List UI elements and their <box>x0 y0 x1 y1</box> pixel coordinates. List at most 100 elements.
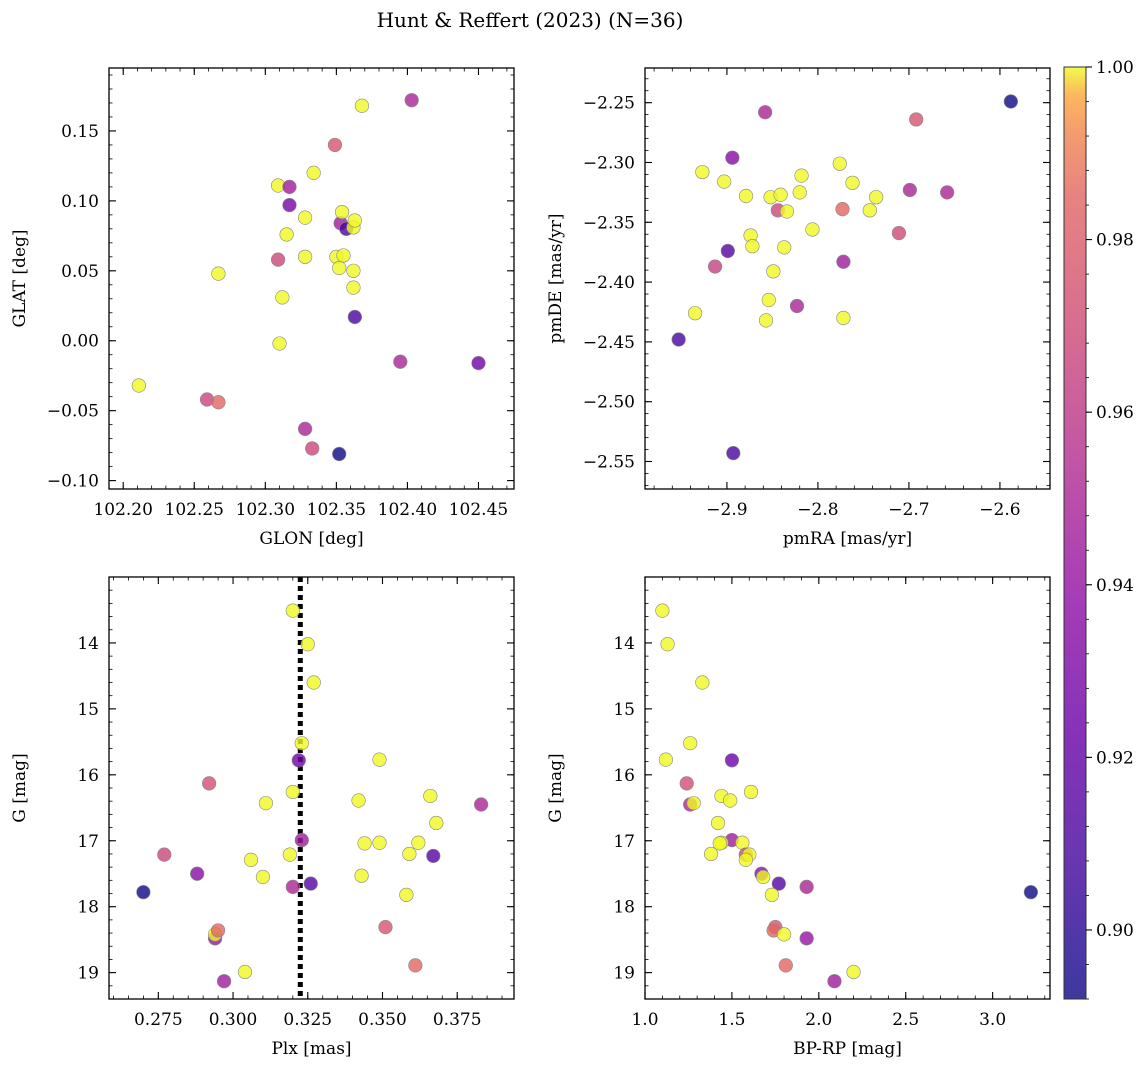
y-tick-label: 14 <box>613 634 635 654</box>
x-tick-label: 3.0 <box>979 1010 1006 1030</box>
data-point <box>891 225 907 241</box>
data-point <box>766 264 781 279</box>
data-point <box>279 227 294 242</box>
data-point <box>347 213 362 228</box>
data-point <box>805 222 820 237</box>
data-point <box>327 137 343 153</box>
colorbar-gradient <box>1063 66 1087 1000</box>
data-point <box>743 784 759 800</box>
data-point <box>275 290 290 305</box>
data-point <box>778 958 793 973</box>
data-point <box>426 848 441 864</box>
data-point <box>372 752 387 767</box>
data-point <box>695 675 710 690</box>
data-point <box>707 259 723 274</box>
data-point <box>761 292 776 308</box>
data-point <box>404 93 419 108</box>
data-point <box>357 836 372 851</box>
data-point <box>799 931 814 946</box>
y-tick-label: 15 <box>77 700 99 720</box>
data-point <box>832 156 847 171</box>
data-point <box>909 112 924 127</box>
y-axis-label: G [mag] <box>10 753 30 822</box>
data-point <box>726 446 741 461</box>
data-point <box>835 202 850 217</box>
data-point <box>354 98 370 113</box>
y-tick-label: −2.45 <box>583 333 635 353</box>
y-tick-label: 18 <box>77 898 99 918</box>
data-point <box>285 603 300 618</box>
data-point <box>332 260 347 276</box>
x-tick-label: 0.350 <box>358 1010 407 1030</box>
data-point <box>136 885 151 900</box>
y-tick-label: 0.15 <box>61 122 99 142</box>
x-tick-label: −2.8 <box>797 500 838 520</box>
y-tick-label: −0.10 <box>47 472 99 492</box>
x-tick-label: 1.0 <box>631 1010 658 1030</box>
data-point <box>298 249 313 264</box>
data-point <box>211 266 226 281</box>
data-point <box>758 105 773 120</box>
data-point <box>272 336 287 351</box>
y-tick-label: 17 <box>77 832 99 852</box>
data-point <box>202 776 217 791</box>
x-tick-label: 102.30 <box>236 500 295 520</box>
x-tick-label: 0.375 <box>433 1010 482 1030</box>
data-point <box>792 185 807 200</box>
y-tick-label: −2.30 <box>583 153 635 173</box>
y-tick-label: 19 <box>613 964 635 984</box>
data-point <box>474 797 489 812</box>
data-point <box>306 165 321 181</box>
data-point <box>306 675 321 690</box>
data-point <box>243 852 259 867</box>
data-point <box>423 788 438 804</box>
y-tick-label: 16 <box>613 766 635 786</box>
data-point <box>658 752 673 767</box>
y-tick-label: −2.55 <box>583 452 635 472</box>
y-tick-label: 14 <box>77 634 99 654</box>
data-point <box>346 263 361 278</box>
data-point <box>771 876 786 891</box>
data-point <box>190 866 205 881</box>
x-axis-label: BP-RP [mag] <box>793 1039 902 1059</box>
data-point <box>282 179 297 194</box>
points <box>131 93 486 462</box>
data-point <box>846 964 861 980</box>
data-point <box>298 421 313 436</box>
data-point <box>720 243 735 259</box>
colorbar-tick-label: 0.98 <box>1096 231 1134 251</box>
data-point <box>703 846 719 862</box>
data-point <box>378 920 393 935</box>
axes-frame <box>644 576 1051 1000</box>
data-point <box>300 637 315 652</box>
data-point <box>827 974 842 989</box>
x-tick-label: −2.9 <box>706 500 747 520</box>
data-point <box>794 168 809 183</box>
data-point <box>738 852 753 867</box>
x-tick-label: 102.40 <box>378 500 437 520</box>
data-point <box>211 395 226 410</box>
points <box>671 94 1018 461</box>
data-point <box>862 203 877 218</box>
data-point <box>285 879 300 895</box>
data-point <box>789 298 805 314</box>
colorbar-tick-label: 0.94 <box>1096 576 1134 596</box>
x-tick-label: 102.20 <box>93 500 152 520</box>
y-tick-label: 17 <box>613 832 635 852</box>
data-point <box>471 356 486 371</box>
scatter-panels: 102.20 102.25 102.30 102.35 102.40 102.45 −0.1… <box>10 67 1051 1059</box>
y-tick-label: 0.10 <box>61 192 99 212</box>
y-tick-label: 16 <box>77 766 99 786</box>
data-point <box>776 927 792 942</box>
data-point <box>724 753 740 768</box>
colorbar-tick-label: 0.96 <box>1096 403 1134 423</box>
data-point <box>346 280 361 295</box>
panel-bprp-g: 1.0 1.5 2.0 2.5 3.0 14 15 16 17 18 19 BP-RP [mag] G … <box>546 576 1051 1059</box>
data-point <box>756 869 771 885</box>
x-tick-label: 102.35 <box>307 500 366 520</box>
y-tick-label: −2.40 <box>583 273 635 293</box>
y-tick-label: −2.25 <box>583 94 635 114</box>
data-point <box>372 835 387 850</box>
y-tick-label: 18 <box>613 898 635 918</box>
